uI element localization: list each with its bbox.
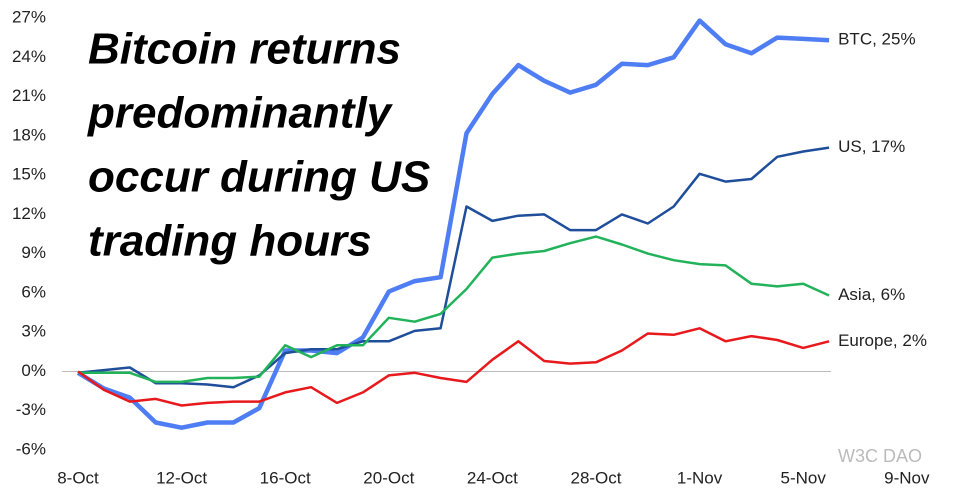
title-line: Bitcoin returns bbox=[88, 25, 401, 74]
y-tick-label: 9% bbox=[21, 243, 46, 262]
title-line: predominantly bbox=[87, 89, 394, 138]
series-line bbox=[77, 146, 830, 389]
y-tick-label: 6% bbox=[21, 282, 46, 301]
title-line: trading hours bbox=[88, 217, 372, 266]
x-tick-label: 8-Oct bbox=[57, 468, 99, 487]
x-tick-label: 16-Oct bbox=[260, 468, 311, 487]
series-label: Asia, 6% bbox=[838, 285, 905, 304]
series-label: BTC, 25% bbox=[838, 30, 915, 49]
y-tick-label: -6% bbox=[16, 439, 46, 458]
x-tick-label: 24-Oct bbox=[467, 468, 518, 487]
series-line bbox=[78, 235, 830, 384]
x-tick-label: 9-Nov bbox=[884, 468, 930, 487]
series-line bbox=[76, 18, 830, 430]
series-label: Europe, 2% bbox=[838, 331, 927, 350]
y-tick-label: 27% bbox=[12, 7, 46, 26]
series-label: US, 17% bbox=[838, 137, 905, 156]
x-tick-label: 28-Oct bbox=[570, 468, 621, 487]
y-tick-label: -3% bbox=[16, 400, 46, 419]
title-line: occur during US bbox=[88, 153, 430, 202]
series-line bbox=[77, 327, 830, 407]
y-tick-label: 0% bbox=[21, 361, 46, 380]
title-block: Bitcoin returns predominantly occur duri… bbox=[87, 25, 430, 266]
y-tick-label: 12% bbox=[12, 204, 46, 223]
y-tick-label: 24% bbox=[12, 47, 46, 66]
y-tick-label: 21% bbox=[12, 86, 46, 105]
y-tick-label: 15% bbox=[12, 165, 46, 184]
x-tick-label: 12-Oct bbox=[156, 468, 207, 487]
y-tick-label: 18% bbox=[12, 125, 46, 144]
y-tick-label: 3% bbox=[21, 322, 46, 341]
x-tick-label: 20-Oct bbox=[363, 468, 414, 487]
watermark: W3C DAO bbox=[838, 446, 922, 466]
x-tick-label: 1-Nov bbox=[677, 468, 723, 487]
x-tick-label: 5-Nov bbox=[781, 468, 827, 487]
